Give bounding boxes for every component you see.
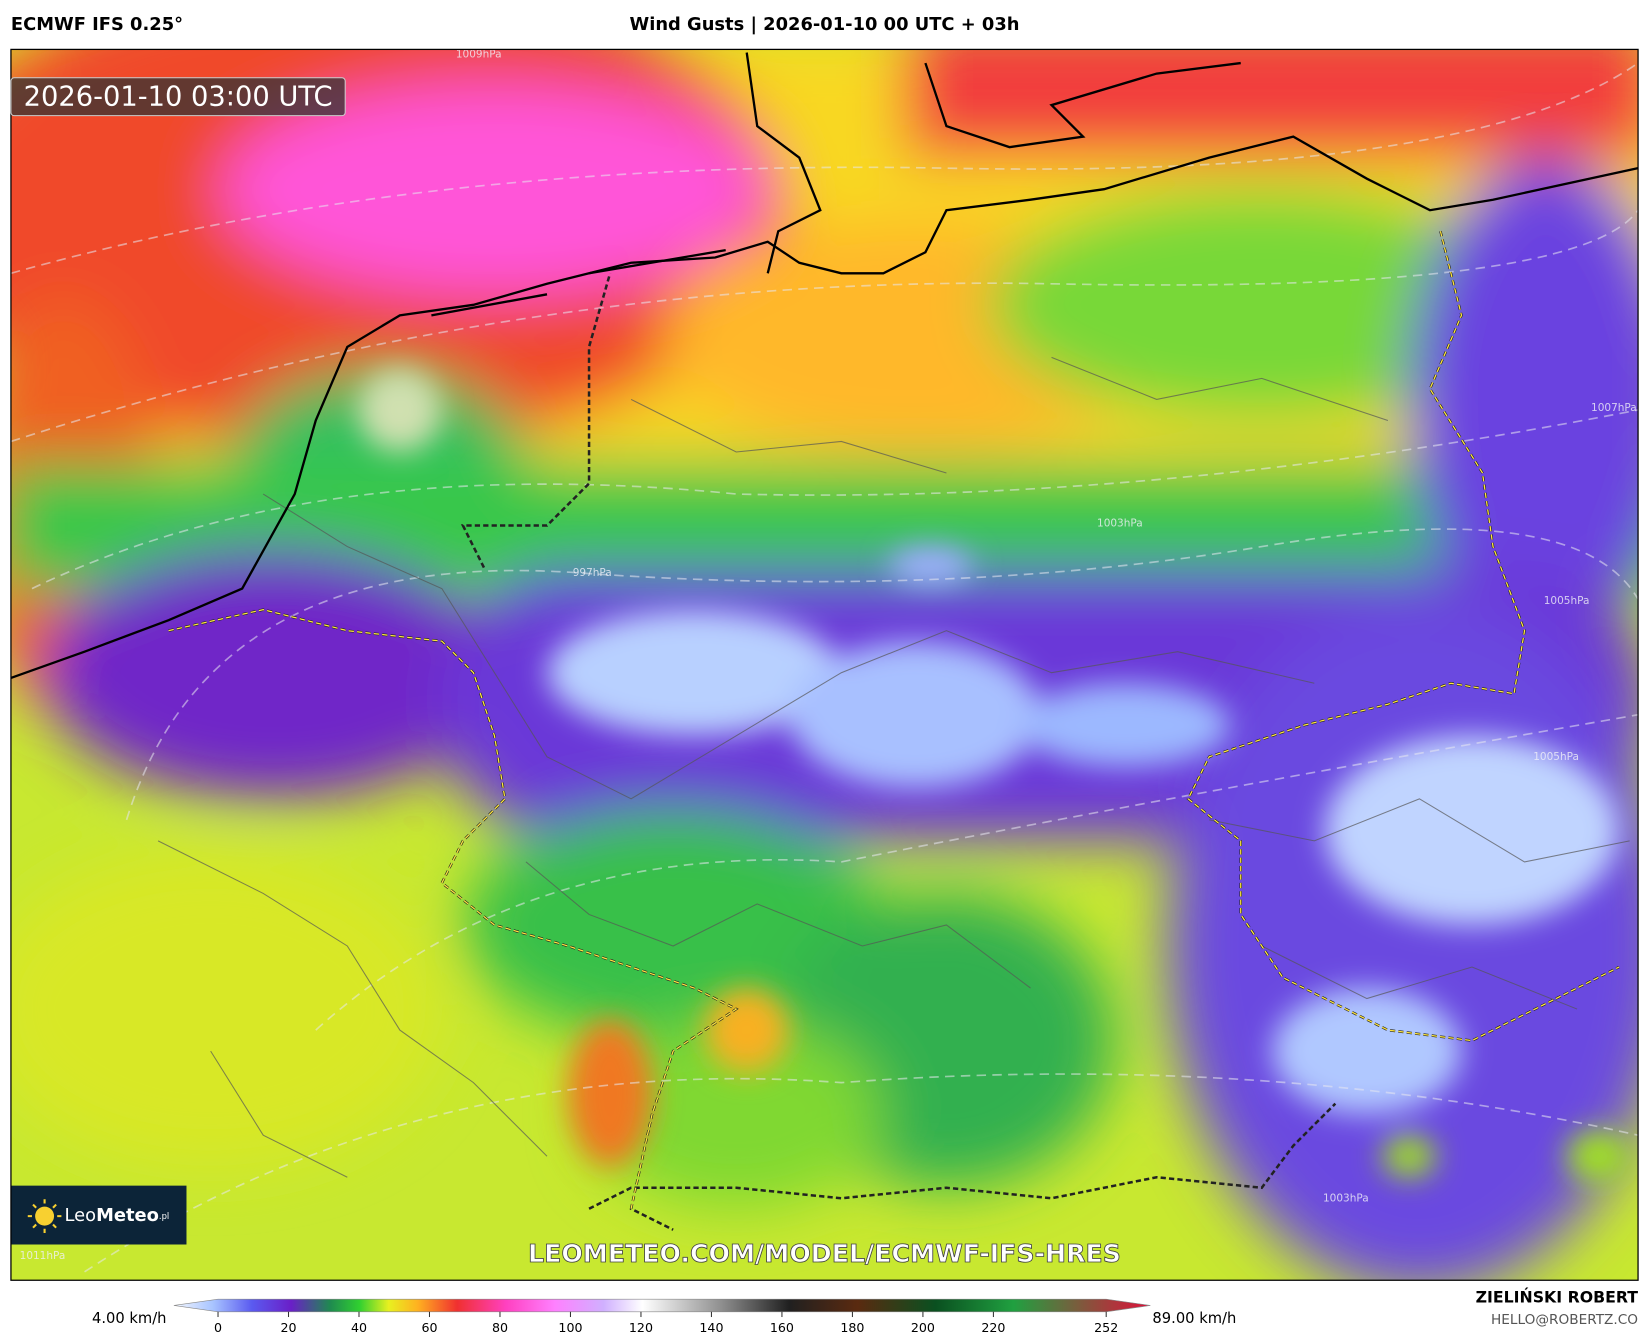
model-label: ECMWF IFS 0.25° <box>11 14 183 35</box>
wind-field: 1009hPa 1007hPa 1003hPa 997hPa 1005hPa 1005hP… <box>10 49 1639 1281</box>
title: Wind Gusts | 2026-01-10 00 UTC + 03h <box>630 14 1020 35</box>
isobar-label: 1005hPa <box>1544 595 1590 607</box>
timestamp-box <box>10 77 346 117</box>
colorbar-tick-label: 180 <box>840 1320 864 1335</box>
isobar-label: 1003hPa <box>1097 517 1143 529</box>
logo-suffix: .pl <box>159 1211 169 1221</box>
colorbar-tick-label: 160 <box>770 1320 794 1335</box>
isobar-label: 1007hPa <box>1591 402 1637 414</box>
logo-bold: Meteo <box>96 1205 159 1226</box>
isobar-labels: 1009hPa 1007hPa 1003hPa 997hPa 1005hPa 1005hP… <box>20 49 1637 1262</box>
colorbar-tick-label: 140 <box>699 1320 723 1335</box>
logo-sun <box>27 1199 62 1233</box>
colorbar-tick-label: 120 <box>629 1320 653 1335</box>
isobar-label: 1009hPa <box>456 49 502 61</box>
colorbar-tick-label: 200 <box>911 1320 935 1335</box>
colorbar-tick-label: 220 <box>981 1320 1005 1335</box>
colorbar-tick-label: 60 <box>421 1320 437 1335</box>
timestamp: 2026-01-10 03:00 UTC <box>24 81 333 112</box>
author-email: HELLO@ROBERTZ.CO <box>1491 1312 1638 1328</box>
colorbar-tick-label: 252 <box>1094 1320 1118 1335</box>
logo-light: Leo <box>65 1205 97 1226</box>
colorbar-max: 89.00 km/h <box>1152 1310 1236 1327</box>
isobar-label: 1011hPa <box>20 1250 66 1262</box>
colorbar-min: 4.00 km/h <box>92 1310 167 1327</box>
watermark: LEOMETEO.COM/MODEL/ECMWF-IFS-HRES <box>528 1239 1121 1268</box>
author-name: ZIELIŃSKI ROBERT <box>1476 1288 1639 1307</box>
colorbar-tick-label: 100 <box>558 1320 582 1335</box>
logo-text: LeoMeteo.pl <box>65 1205 170 1226</box>
isobar-label: 1003hPa <box>1323 1192 1369 1204</box>
colorbar-tick-label: 40 <box>351 1320 367 1335</box>
colorbar-tick-label: 80 <box>492 1320 508 1335</box>
isobar-label: 1005hPa <box>1533 751 1579 763</box>
map-frame <box>10 48 1639 1281</box>
colorbar-tick-label: 0 <box>214 1320 222 1335</box>
colorbar: 0 20 40 60 80 100 120 140 160 180 200 220 252 <box>173 1298 1151 1335</box>
isobar-label: 997hPa <box>573 567 612 579</box>
colorbar-tick-label: 20 <box>280 1320 296 1335</box>
